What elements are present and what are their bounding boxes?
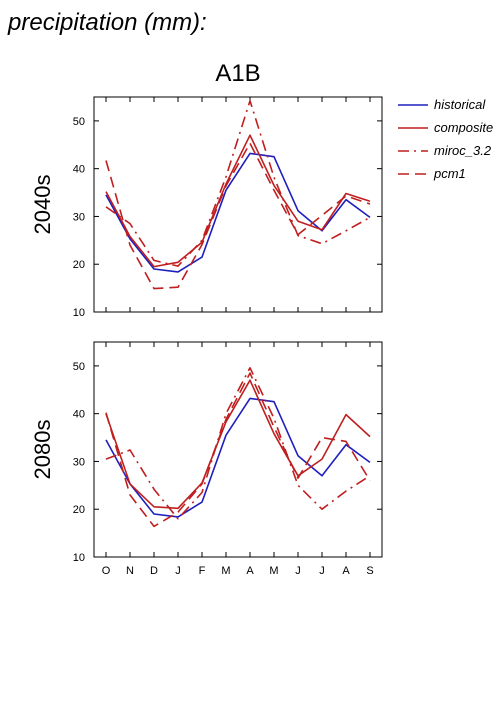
x-tick-label: J xyxy=(295,565,301,577)
legend-label-composite: composite xyxy=(434,120,493,135)
series-line-composite xyxy=(105,379,371,510)
page-title: precipitation (mm): xyxy=(7,9,207,36)
y-tick-label: 30 xyxy=(73,211,85,223)
y-tick-label: 20 xyxy=(73,504,85,516)
x-tick-label: A xyxy=(246,565,254,577)
x-tick-label: O xyxy=(102,565,111,577)
series-line-pcm1 xyxy=(105,372,371,528)
y-tick-label: 20 xyxy=(73,259,85,271)
series-line-composite xyxy=(105,134,371,268)
y-axis-label: 2080s xyxy=(30,420,55,480)
legend-label-miroc_3.2: miroc_3.2 xyxy=(434,143,492,158)
plot-frame xyxy=(93,341,383,558)
series-line-miroc_3.2 xyxy=(105,366,371,520)
series-line-historical xyxy=(105,397,371,518)
panel-2040s: 10 20 30 40 50 2040s xyxy=(30,96,383,319)
x-tick-label: S xyxy=(366,565,373,577)
x-tick-label: J xyxy=(175,565,181,577)
legend-label-pcm1: pcm1 xyxy=(433,166,466,181)
x-tick-label: F xyxy=(199,565,206,577)
panel-2080s: 10 20 30 40 50 O N D J F M A M J J A S 2080s xyxy=(30,341,383,577)
plot-frame xyxy=(93,96,383,313)
y-tick-label: 40 xyxy=(73,164,85,176)
chart-panels: 10 20 30 40 50 2040s 10 20 30 40 50 O N D J F M A M J J A S 208… xyxy=(30,96,383,577)
legend: historical composite miroc_3.2 pcm1 xyxy=(398,97,493,181)
series-line-miroc_3.2 xyxy=(105,100,371,267)
x-tick-label: D xyxy=(150,565,158,577)
y-tick-label: 40 xyxy=(73,409,85,421)
y-tick-label: 50 xyxy=(73,116,85,128)
x-tick-label: J xyxy=(319,565,325,577)
legend-label-historical: historical xyxy=(434,97,486,112)
chart-title: A1B xyxy=(215,60,260,87)
x-tick-label: M xyxy=(269,565,278,577)
x-tick-label: A xyxy=(342,565,350,577)
x-tick-label: M xyxy=(221,565,230,577)
series-line-pcm1 xyxy=(105,142,371,290)
y-axis-label: 2040s xyxy=(30,175,55,235)
y-tick-label: 30 xyxy=(73,456,85,468)
y-tick-label: 10 xyxy=(73,307,85,319)
y-tick-label: 50 xyxy=(73,361,85,373)
x-tick-label: N xyxy=(126,565,134,577)
series-line-historical xyxy=(105,152,371,273)
y-tick-label: 10 xyxy=(73,552,85,564)
